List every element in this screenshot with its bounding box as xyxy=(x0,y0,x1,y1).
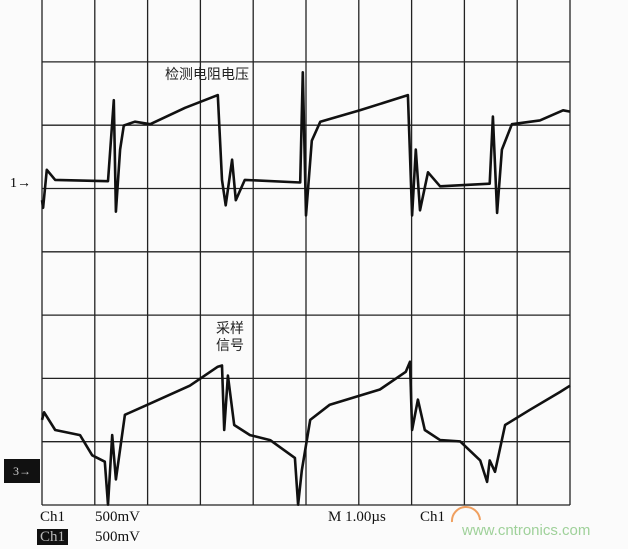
annotation-sense-resistor-voltage: 检测电阻电压 xyxy=(165,67,249,83)
ch1-label: Ch1 xyxy=(40,509,66,525)
watermark: www.cntronics.com xyxy=(462,522,591,539)
annotation-sample-line1: 采样 xyxy=(216,321,244,337)
waveform-trace-2 xyxy=(40,360,571,507)
ch1-scale: 500mV xyxy=(95,509,140,525)
annotation-sample-line2: 信号 xyxy=(216,338,244,354)
watermark-logo-icon xyxy=(450,505,481,523)
channel-1-marker: 1→ xyxy=(10,176,31,191)
ch1b-label: Ch1 xyxy=(37,529,69,545)
waveform-trace-1 xyxy=(40,71,571,217)
trigger-source: Ch1 xyxy=(420,509,446,525)
channel-3-marker: 3→ xyxy=(4,459,40,483)
ch1b-scale: 500mV xyxy=(95,529,140,545)
timebase: M 1.00µs xyxy=(328,509,386,525)
